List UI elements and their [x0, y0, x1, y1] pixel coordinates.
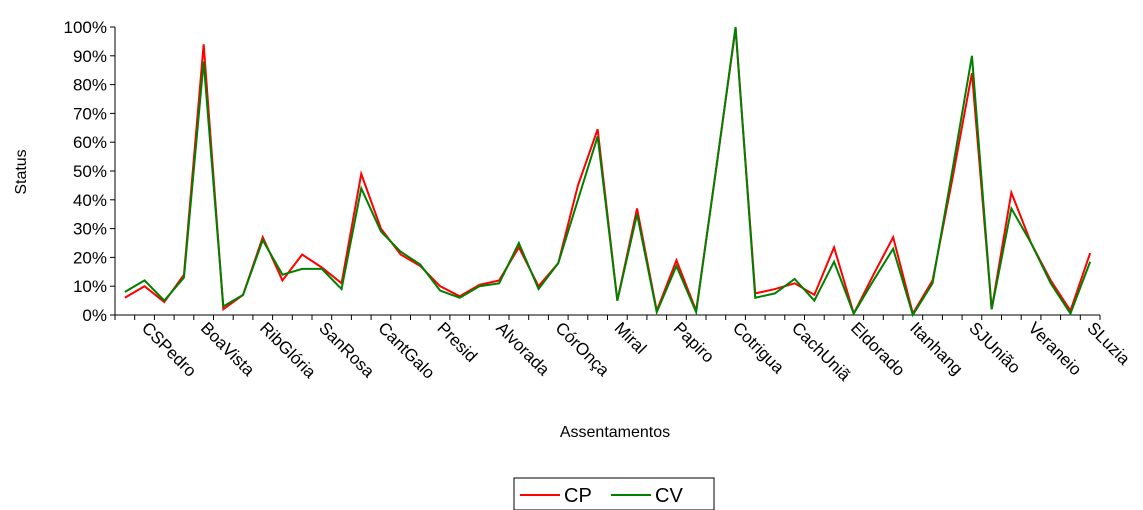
y-tick-label: 60% [73, 133, 107, 152]
x-tick-label: BoaVista [197, 318, 259, 380]
y-tick-label: 80% [73, 76, 107, 95]
series-line-cp [124, 28, 1092, 317]
x-axis-title: Assentamentos [560, 424, 670, 441]
x-tick-label: CórOnça [552, 318, 614, 380]
x-tick-label: CachUniã [788, 318, 855, 385]
x-tick-label: CSPedro [138, 318, 200, 380]
x-tick-label: Presid [433, 318, 481, 366]
x-tick-label: Veraneio [1024, 318, 1085, 379]
y-tick-label: 20% [73, 248, 107, 267]
x-tick-label: Cotrigua [729, 318, 788, 377]
y-tick-label: 0% [82, 306, 107, 325]
x-tick-label: RibGlória [256, 318, 320, 382]
x-tick-label: Itanhang [906, 318, 966, 378]
y-tick-label: 90% [73, 47, 107, 66]
legend-label-cp: CP [564, 485, 592, 507]
x-tick-label: SanRosa [315, 318, 378, 381]
x-tick-label: CantGalo [374, 318, 438, 382]
legend: CP CV [513, 477, 715, 510]
series-layer [124, 26, 1092, 318]
x-tick-label: Eldorado [847, 318, 909, 380]
x-tick-label: Alvorada [492, 318, 553, 379]
x-tick-label: Papiro [670, 318, 718, 366]
legend-label-cv: CV [655, 485, 683, 507]
y-tick-label: 30% [73, 220, 107, 239]
x-tick-label: SJUnião [965, 318, 1024, 377]
x-tick-label: Miral [611, 318, 650, 357]
x-axis: CSPedroBoaVistaRibGlóriaSanRosaCantGaloP… [114, 314, 1134, 385]
y-axis: 0% 10% 20% 30% 40% 50% 60% 70% 80% 90% 100% [64, 18, 116, 325]
y-tick-label: 100% [64, 18, 107, 37]
y-axis-title: Status [13, 149, 30, 194]
y-tick-label: 70% [73, 104, 107, 123]
y-tick-label: 10% [73, 277, 107, 296]
series-line-cv [124, 26, 1092, 318]
y-tick-label: 40% [73, 191, 107, 210]
y-tick-label: 50% [73, 162, 107, 181]
x-tick-label: SLuzia [1083, 318, 1134, 369]
